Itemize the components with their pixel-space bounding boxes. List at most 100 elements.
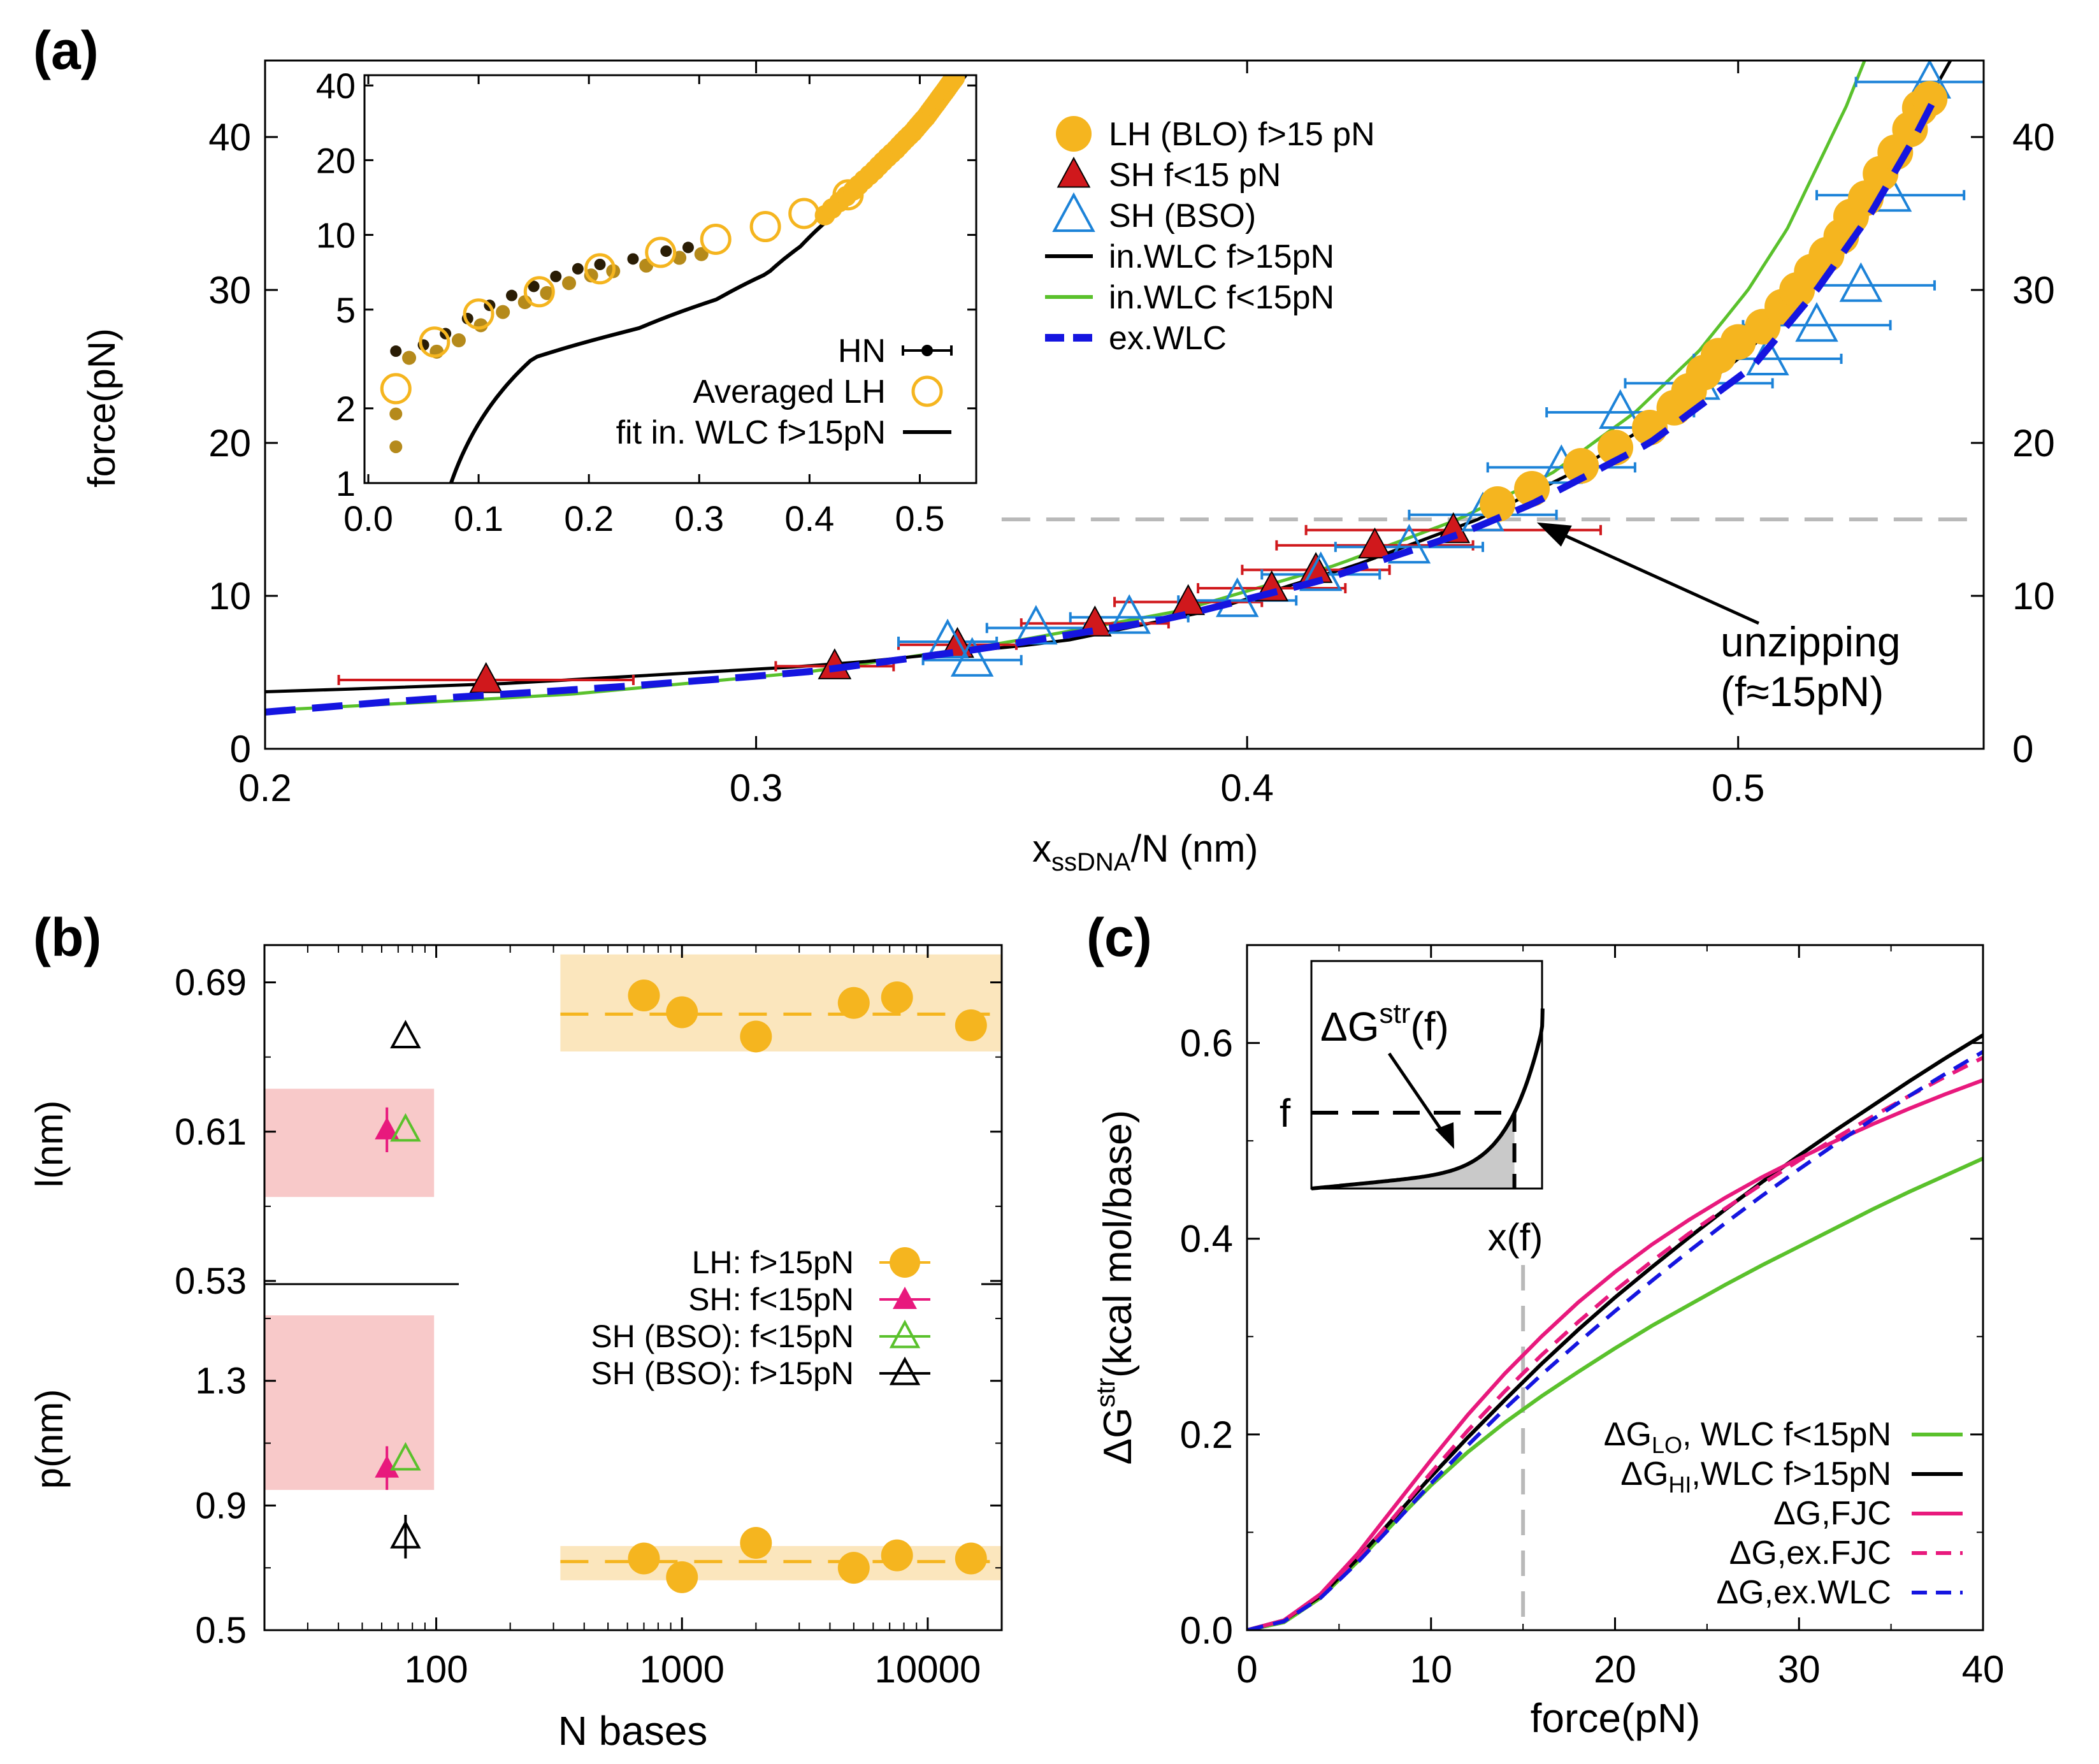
c-ytick-label: 0.4 (1180, 1218, 1233, 1261)
inset-lh-dense-point (944, 75, 965, 88)
legend-sh-marker (1057, 156, 1091, 188)
c-xtick-label: 20 (1594, 1648, 1636, 1691)
b-top-ytick-label: 0.69 (175, 962, 247, 1004)
inset-legend-label: fit in. WLC f>15pN (616, 414, 886, 451)
legend-a-label: SH (BSO) (1109, 198, 1256, 235)
unzipping-arrow (1552, 528, 1760, 625)
inset-a-xtick-label: 0.0 (343, 498, 393, 539)
bso-point (1839, 262, 1883, 302)
inset-a-ytick-label: 1 (336, 463, 356, 503)
legend-a-label: in.WLC f>15pN (1109, 238, 1334, 275)
inset-hn-point (572, 263, 584, 275)
b-ylabel-bottom: p(nm) (28, 1389, 71, 1489)
inset-c-dg-label: ΔGstr(f) (1320, 998, 1449, 1050)
b-legend-bso-low-marker (889, 1319, 921, 1348)
c-xtick-label: 30 (1778, 1648, 1821, 1691)
c-curve-0 (1247, 1157, 1983, 1630)
inset-legend-hn-marker (921, 345, 933, 356)
b-top-lh-point (881, 981, 913, 1013)
panel-b-frame (263, 944, 1003, 1631)
c-reference-label: x(f) (1488, 1216, 1543, 1259)
sh-point (469, 662, 503, 693)
b-bottom-ytick-label: 1.3 (195, 1361, 247, 1402)
c-xtick-label: 10 (1410, 1648, 1452, 1691)
legend-a-label: LH (BLO) f>15 pN (1109, 116, 1375, 153)
b-legend-label: LH: f>15pN (692, 1245, 854, 1280)
c-legend-label: ΔGHI,WLC f>15pN (1620, 1456, 1891, 1498)
bso-point (1299, 551, 1343, 591)
inset-legend-label: HN (838, 333, 886, 370)
c-curve-2 (1247, 1078, 1983, 1630)
b-legend-label: SH (BSO): f<15pN (591, 1319, 854, 1354)
inset-c-arrowhead (1435, 1122, 1454, 1149)
b-xtick-label: 1000 (639, 1648, 724, 1691)
inset-hn-point-var (402, 351, 417, 365)
b-bottom-bso-high-point (390, 1520, 421, 1549)
lh-point (1912, 81, 1948, 117)
b-bottom-lh-point (881, 1539, 913, 1572)
a-ytick-label-right: 30 (2012, 269, 2055, 312)
c-ylabel: ΔGstr(kcal mol/base) (1090, 1110, 1140, 1465)
inset-avg-lh-point (749, 211, 781, 243)
panel-b: 0.53 0.61 0.69 0.5 0.9 1.3 100 1000 10000 LH: f>… (28, 944, 1003, 1754)
inset-avg-lh-point (523, 276, 555, 308)
b-top-lh-point (740, 1020, 772, 1053)
legend-a-label: ex.WLC (1109, 320, 1227, 357)
inset-hn-point (528, 280, 540, 293)
inset-avg-lh-point (832, 179, 864, 211)
a-ytick-label-right: 20 (2012, 422, 2055, 465)
b-bottom-lh-point (628, 1542, 660, 1575)
inset-hn-point-var (562, 276, 577, 291)
c-legend-label: ΔG,FJC (1773, 1495, 1891, 1532)
bso-point (926, 618, 969, 658)
c-curve-3 (1247, 1055, 1983, 1630)
panel-label-a: (a) (33, 20, 99, 80)
c-legend-label: ΔGLO, WLC f<15pN (1604, 1416, 1891, 1458)
b-bottom-lh-point (666, 1561, 698, 1593)
lh-point (1480, 486, 1516, 522)
a-ytick-label-right: 40 (2012, 116, 2055, 159)
inset-avg-lh-point (463, 298, 494, 330)
b-top-bso-low-point (390, 1113, 421, 1142)
panel-label-c: (c) (1086, 907, 1152, 967)
a-ytick-label-right: 0 (2012, 728, 2033, 770)
inset-a-xtick-label: 0.4 (784, 498, 834, 539)
a-xtick-label: 0.3 (730, 767, 783, 809)
bso-point (1215, 577, 1259, 618)
inset-hn-point (627, 253, 639, 265)
a-ytick-label: 0 (230, 728, 251, 770)
b-top-sh-band (264, 1088, 435, 1197)
inset-legend-avg-marker (911, 375, 943, 407)
inset-avg-lh-point (419, 326, 451, 358)
c-curve-4 (1247, 1050, 1983, 1630)
a-xtick-label: 0.4 (1220, 767, 1273, 809)
inset-a-ytick-label: 40 (316, 66, 356, 106)
panel-a: 0.2 0.3 0.4 0.5 0 0 10 10 20 20 30 30 40 40 0.0 0.1 0.2… (80, 59, 2055, 876)
c-ytick-label: 0.0 (1180, 1609, 1233, 1652)
c-legend-label: ΔG,ex.WLC (1716, 1574, 1891, 1611)
inset-a-ytick-label: 20 (316, 140, 356, 180)
b-legend-label: SH: f<15pN (688, 1282, 854, 1317)
b-ylabel-top: l(nm) (28, 1101, 71, 1188)
bso-point (950, 637, 994, 677)
b-bottom-lh-point (740, 1527, 772, 1559)
bso-point (1795, 302, 1838, 342)
inset-hn-point (390, 345, 402, 358)
b-top-sh-point (375, 1117, 400, 1139)
inset-a-xtick-label: 0.1 (454, 498, 503, 539)
inset-a-ytick-label: 2 (336, 389, 356, 429)
b-bottom-sh-band (264, 1315, 435, 1490)
c-legend-label: ΔG,ex.FJC (1729, 1535, 1891, 1572)
inset-hn-point-var (496, 305, 510, 319)
b-top-bso-high-point (390, 1020, 421, 1048)
a-ytick-label-right: 10 (2012, 575, 2055, 618)
legend-a-label: in.WLC f<15pN (1109, 279, 1334, 316)
legend-lh-marker (1056, 116, 1092, 152)
inset-c-f-label: f (1280, 1092, 1291, 1136)
b-xtick-label: 100 (405, 1648, 468, 1691)
legend-a-label: SH f<15 pN (1109, 157, 1281, 194)
a-ylabel: force(pN) (80, 328, 123, 488)
c-ytick-label: 0.2 (1180, 1413, 1233, 1456)
unzipping-label-2: (f≈15pN) (1720, 668, 1884, 715)
